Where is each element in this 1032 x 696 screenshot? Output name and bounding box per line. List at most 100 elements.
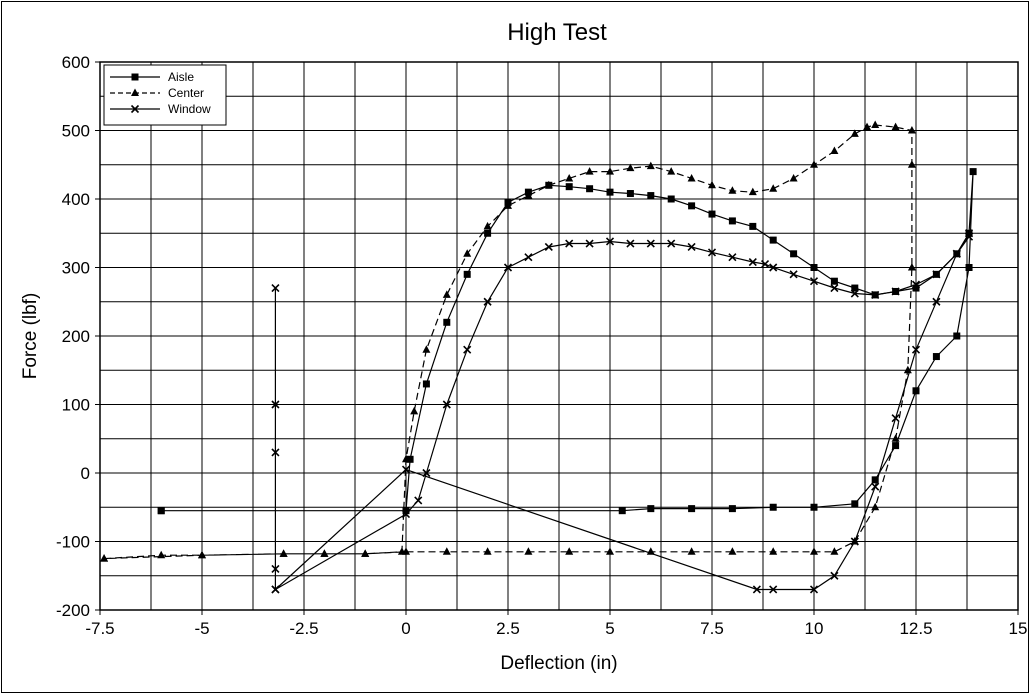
data-point-window [752, 585, 761, 594]
legend-item-window: Window [110, 102, 211, 116]
marker-stroke [271, 400, 280, 409]
legend-label-center: Center [168, 86, 204, 100]
legend-box [103, 64, 227, 126]
legend-label-aisle: Aisle [168, 70, 194, 84]
data-point-center [748, 187, 757, 196]
data-point-window [422, 468, 431, 478]
legend-item-aisle: Aisle [110, 70, 194, 84]
marker-stroke [422, 468, 431, 478]
marker-stroke [932, 270, 941, 279]
data-point-aisle [618, 507, 626, 515]
marker-stroke [463, 345, 472, 354]
marker-stroke [850, 537, 859, 546]
data-point-aisle [565, 183, 573, 191]
x-axis-ticks: -7.5 -5 -2.5 0 2.5 5 7.5 10 12.5 15 [85, 610, 1027, 638]
x-tick-label: -5 [194, 619, 209, 638]
data-point-window [748, 257, 757, 267]
data-point-window [891, 414, 900, 423]
data-point-center [863, 122, 872, 131]
data-point-aisle [969, 168, 977, 176]
marker-stroke [952, 249, 961, 258]
x-tick-label: 5 [605, 619, 614, 638]
data-point-aisle [830, 277, 838, 285]
marker-stroke [809, 277, 819, 286]
marker-stroke [271, 564, 280, 573]
marker-stroke [503, 263, 513, 272]
marker-stroke [626, 239, 635, 248]
data-point-window [667, 239, 676, 248]
data-point-center [320, 549, 329, 557]
data-point-aisle [810, 264, 818, 271]
marker-stroke [911, 345, 921, 354]
series-line-center [104, 124, 913, 560]
data-point-aisle [688, 202, 696, 210]
data-point-aisle [688, 505, 696, 513]
legend: Aisle Center Window [103, 64, 227, 126]
x-tick-label: 2.5 [496, 619, 520, 638]
data-point-center [891, 434, 900, 442]
marker-stroke [752, 585, 761, 594]
data-point-window [728, 253, 737, 262]
y-tick-label: 100 [62, 396, 90, 415]
data-point-window [271, 283, 280, 293]
data-point-center [687, 173, 696, 182]
data-point-aisle [769, 503, 777, 511]
marker-stroke [442, 400, 451, 409]
marker-stroke [707, 248, 717, 257]
marker-stroke [687, 242, 696, 252]
data-point-center [830, 146, 839, 155]
data-point-window [932, 297, 941, 306]
x-tick-label: 15 [1009, 619, 1028, 638]
data-point-center [769, 184, 778, 192]
data-point-window [271, 400, 280, 409]
legend-marker-center [131, 88, 139, 96]
data-point-window [707, 248, 717, 257]
data-point-aisle [626, 190, 634, 198]
marker-stroke [728, 253, 737, 262]
data-point-center [789, 173, 798, 182]
data-point-aisle [953, 332, 961, 340]
data-point-aisle [157, 507, 165, 515]
data-point-center [728, 547, 737, 555]
marker-stroke [850, 289, 859, 298]
data-point-aisle [463, 270, 471, 278]
data-point-window [401, 510, 411, 519]
data-point-window [850, 289, 859, 298]
data-point-window [911, 280, 921, 289]
marker-stroke [544, 242, 553, 252]
legend-label-window: Window [168, 102, 211, 116]
data-point-window [271, 585, 280, 594]
data-point-window [544, 242, 553, 252]
data-point-window [850, 537, 859, 546]
data-point-center [544, 180, 553, 189]
marker-stroke [646, 239, 655, 248]
data-point-center [402, 547, 410, 555]
marker-stroke [130, 104, 140, 114]
data-point-center [891, 122, 900, 131]
chart-title: High Test [507, 19, 607, 46]
marker-stroke [760, 260, 770, 269]
x-tick-label: 0 [401, 619, 410, 638]
data-point-aisle [932, 353, 940, 361]
data-point-window [891, 287, 900, 296]
data-point-window [769, 585, 778, 594]
data-point-window [760, 260, 770, 269]
marker-stroke [809, 585, 819, 594]
data-point-aisle [586, 185, 594, 193]
data-point-center [442, 547, 451, 555]
marker-stroke [891, 414, 900, 423]
marker-stroke [891, 287, 900, 296]
data-point-center [728, 186, 737, 194]
data-point-center [830, 547, 839, 555]
data-point-center [810, 547, 818, 555]
data-point-center [769, 547, 778, 555]
data-point-aisle [443, 318, 451, 326]
data-point-center [157, 550, 166, 559]
y-tick-label: 300 [62, 259, 90, 278]
data-point-aisle [402, 507, 410, 515]
y-tick-label: 500 [62, 122, 90, 141]
data-point-center [524, 547, 533, 555]
data-point-window [871, 482, 880, 491]
data-point-window [271, 448, 280, 457]
data-point-aisle [647, 192, 655, 200]
